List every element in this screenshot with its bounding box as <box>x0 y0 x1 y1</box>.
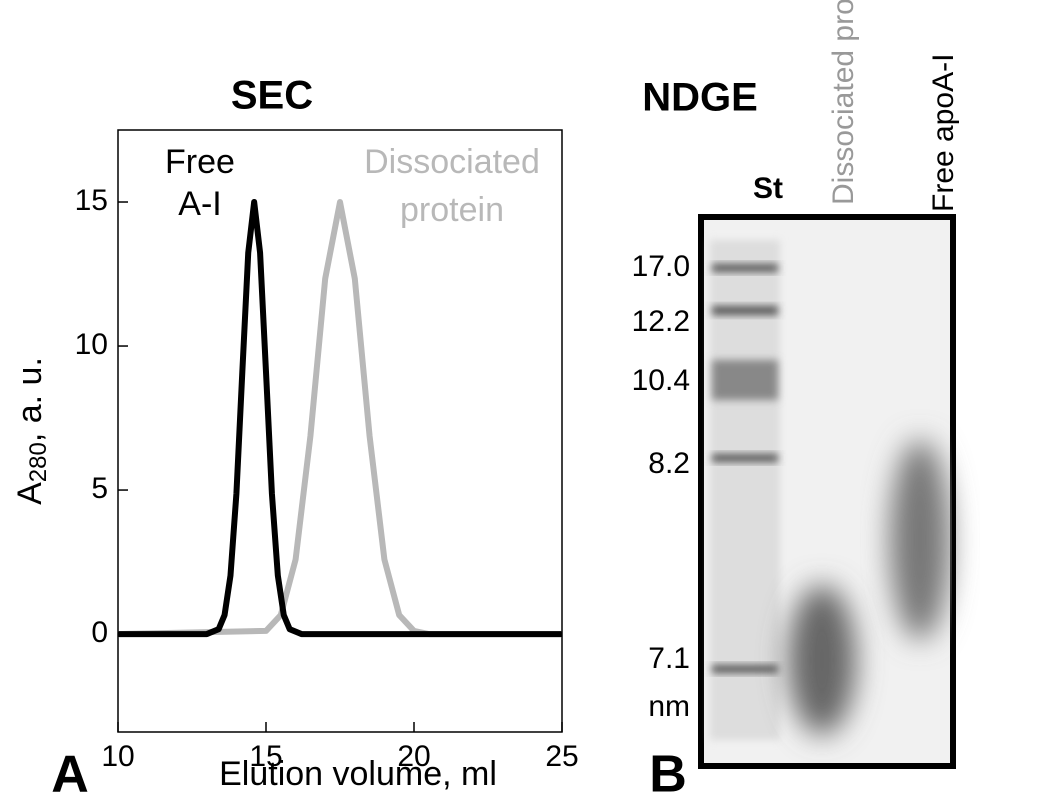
band <box>712 360 778 400</box>
unit-label: nm <box>648 690 690 723</box>
panel-b: NDGE B St Dissociated protein Free apoA-… <box>632 0 960 804</box>
lane-label: St <box>753 172 783 205</box>
series-label: protein <box>400 191 504 229</box>
series-label: A-I <box>178 185 221 223</box>
x-tick-label: 20 <box>397 740 430 773</box>
y-axis-label: A280, a. u. <box>11 357 52 505</box>
marker-label: 7.1 <box>648 642 690 675</box>
marker-label: 10.4 <box>632 364 690 397</box>
smear <box>788 585 856 735</box>
line-series <box>118 199 562 638</box>
y-tick-label: 15 <box>75 184 108 217</box>
lane-label: Free apoA-I <box>927 54 960 212</box>
y-axis-label-part: 280 <box>25 442 52 482</box>
line-series <box>117 199 562 638</box>
marker-label: 12.2 <box>632 305 690 338</box>
chart-title: SEC <box>231 74 313 118</box>
y-tick-label: 10 <box>75 328 108 361</box>
standard-lane <box>710 240 780 740</box>
plot-frame <box>117 129 563 733</box>
band <box>712 306 778 315</box>
y-tick-label: 5 <box>91 472 108 505</box>
y-axis-label-part: , a. u. <box>11 357 49 442</box>
smear <box>890 440 950 640</box>
gel-frame <box>698 214 956 769</box>
panel-label: A <box>51 746 89 804</box>
band <box>712 665 778 673</box>
lane-label: Dissociated protein <box>827 0 860 205</box>
y-tick-label: 0 <box>91 616 108 649</box>
x-tick-label: 10 <box>101 740 134 773</box>
y-axis-label-part: A <box>11 482 49 505</box>
panel-label: B <box>649 746 687 804</box>
x-tick-label: 15 <box>249 740 282 773</box>
band <box>712 454 778 462</box>
band <box>712 264 778 272</box>
x-tick-label: 25 <box>545 740 578 773</box>
marker-label: 17.0 <box>632 250 690 283</box>
series-label: Dissociated <box>364 143 540 181</box>
marker-label: 8.2 <box>648 447 690 480</box>
gel-title: NDGE <box>642 76 758 120</box>
x-axis-label: Elution volume, ml <box>219 755 497 793</box>
series-label: Free <box>165 143 235 181</box>
